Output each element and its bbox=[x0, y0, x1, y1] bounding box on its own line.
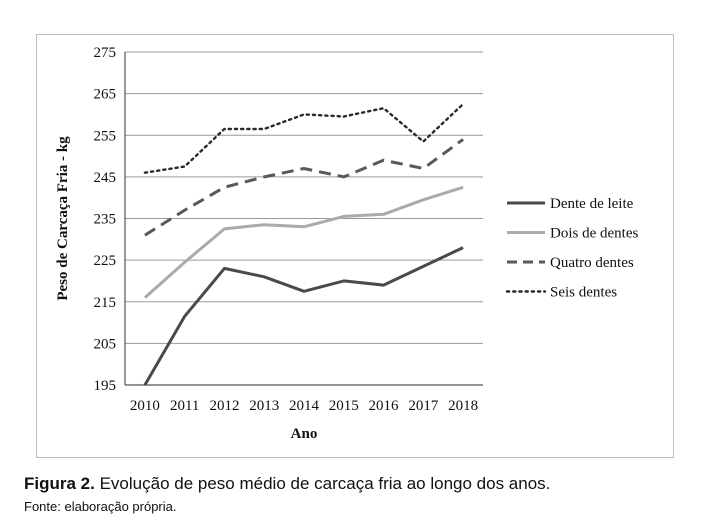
x-tick-label: 2014 bbox=[289, 398, 320, 414]
y-tick-label: 225 bbox=[94, 253, 117, 269]
y-tick-label: 195 bbox=[94, 378, 117, 394]
x-tick-label: 2015 bbox=[329, 398, 359, 414]
series-line-1 bbox=[143, 246, 464, 386]
series-line-4 bbox=[143, 102, 465, 174]
figure-label: Figura 2. bbox=[24, 474, 95, 493]
y-tick-label: 235 bbox=[94, 212, 117, 228]
legend-label: Quatro dentes bbox=[550, 255, 634, 271]
y-axis-title: Peso de Carcaça Fria - kg bbox=[55, 136, 71, 301]
y-tick-label: 245 bbox=[94, 170, 117, 186]
x-tick-label: 2010 bbox=[130, 398, 160, 414]
gridlines bbox=[125, 51, 483, 344]
x-axis-title: Ano bbox=[291, 426, 318, 442]
legend-label: Seis dentes bbox=[550, 285, 617, 301]
figure-caption: Figura 2. Evolução de peso médio de carc… bbox=[24, 474, 550, 494]
legend: Dente de leite Dois de dentes Quatro dente… bbox=[505, 196, 638, 301]
y-tick-label: 215 bbox=[94, 295, 117, 311]
legend-label: Dois de dentes bbox=[550, 226, 638, 242]
y-tick-label: 275 bbox=[94, 45, 117, 61]
x-tick-label: 2016 bbox=[369, 398, 400, 414]
figure-source: Fonte: elaboração própria. bbox=[24, 499, 177, 514]
x-tick-label: 2013 bbox=[249, 398, 279, 414]
x-tick-labels: 2010 2011 2012 2013 2014 2015 2016 2017 2018 bbox=[130, 398, 478, 414]
legend-label: Dente de leite bbox=[550, 196, 634, 212]
series-line-2 bbox=[143, 185, 464, 299]
x-tick-label: 2018 bbox=[448, 398, 478, 414]
x-tick-label: 2011 bbox=[170, 398, 199, 414]
y-tick-label: 255 bbox=[94, 128, 117, 144]
series-line-3 bbox=[144, 138, 464, 237]
series-lines bbox=[143, 102, 465, 386]
axes bbox=[124, 52, 483, 386]
figure-caption-text: Evolução de peso médio de carcaça fria a… bbox=[99, 474, 551, 493]
x-tick-label: 2017 bbox=[408, 398, 439, 414]
line-chart: 195 205 215 225 235 245 255 265 275 2010 2011 2012… bbox=[55, 45, 638, 442]
x-tick-label: 2012 bbox=[209, 398, 239, 414]
y-tick-labels: 195 205 215 225 235 245 255 265 275 bbox=[94, 45, 117, 394]
chart-frame: 195 205 215 225 235 245 255 265 275 2010 2011 2012… bbox=[36, 34, 674, 458]
y-tick-label: 205 bbox=[94, 336, 117, 352]
y-tick-label: 265 bbox=[94, 87, 117, 103]
